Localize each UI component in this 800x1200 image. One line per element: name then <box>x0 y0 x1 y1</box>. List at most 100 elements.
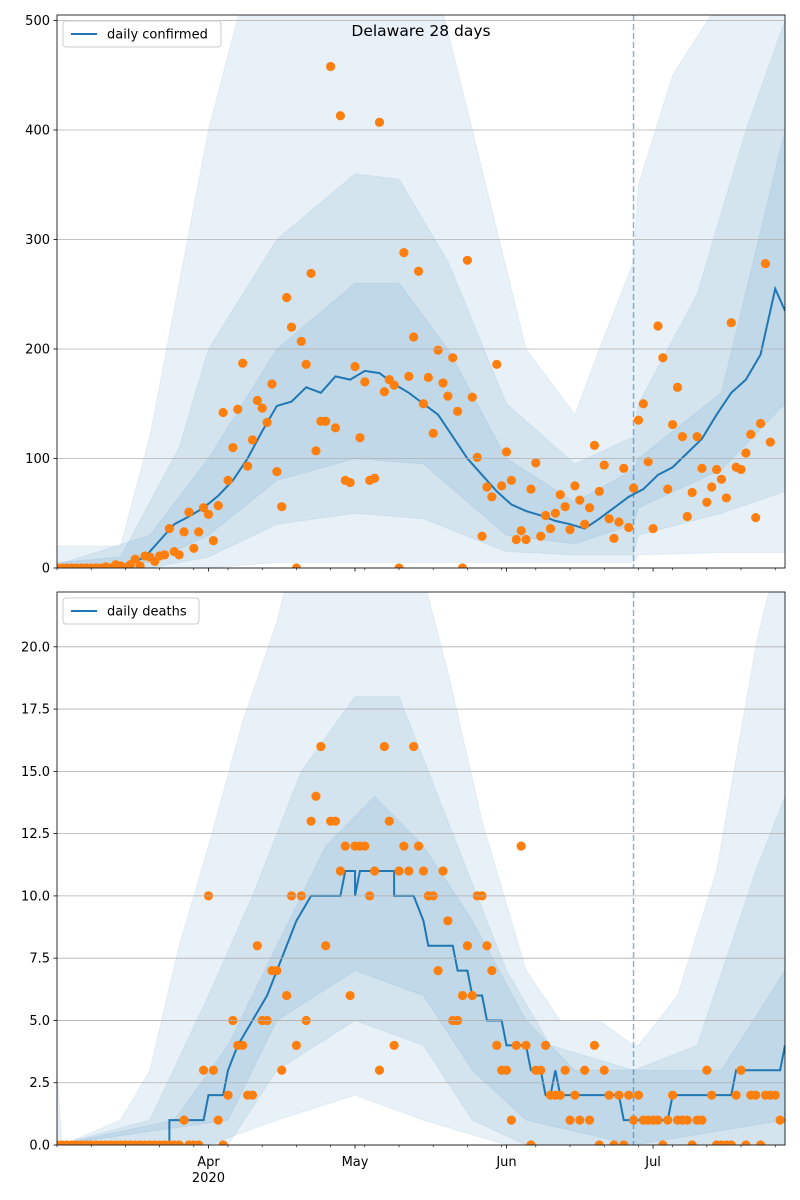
data-point <box>628 1115 639 1125</box>
data-point <box>360 841 370 851</box>
data-point <box>194 1140 204 1145</box>
data-point <box>462 255 473 265</box>
data-point <box>413 266 424 276</box>
data-point <box>159 550 170 560</box>
data-point <box>448 353 458 363</box>
data-point <box>247 1090 258 1100</box>
data-point <box>238 358 248 368</box>
data-point <box>296 336 306 346</box>
data-point <box>624 1090 634 1100</box>
data-point <box>614 1090 624 1100</box>
y-tick-label: 200 <box>25 342 50 357</box>
x-tick-year-label: 2020 <box>192 1171 225 1186</box>
data-point <box>340 841 350 851</box>
data-point <box>526 1140 536 1145</box>
data-point <box>316 741 326 752</box>
data-point <box>628 483 639 493</box>
y-tick-label: 15.0 <box>21 765 50 780</box>
chart-title: Delaware 28 days <box>351 22 490 40</box>
data-point <box>477 531 487 541</box>
data-point <box>560 1065 570 1075</box>
data-point <box>399 248 409 258</box>
data-point <box>443 916 453 926</box>
data-point <box>242 461 253 471</box>
data-point <box>198 503 209 513</box>
data-point <box>252 395 262 406</box>
data-point <box>291 1040 302 1050</box>
data-point <box>677 431 687 442</box>
data-point <box>765 437 775 447</box>
data-point <box>775 1115 785 1125</box>
data-point <box>413 841 424 851</box>
data-point <box>423 372 433 383</box>
data-point <box>550 508 560 518</box>
confirmed-chart-panel: 0 100 200 300 400 500 Delaware 28 days daily co… <box>25 14 786 577</box>
data-point <box>570 481 580 491</box>
data-point <box>257 403 267 413</box>
data-point <box>672 382 683 392</box>
data-point <box>487 966 497 976</box>
legend: daily deaths <box>62 597 200 625</box>
data-point <box>335 111 345 121</box>
data-point <box>726 1140 736 1145</box>
data-point <box>252 941 262 951</box>
data-point <box>755 1140 766 1145</box>
data-point <box>433 966 443 976</box>
data-point <box>770 1090 780 1100</box>
data-point <box>511 534 521 545</box>
data-point <box>555 490 565 500</box>
data-point <box>619 463 629 473</box>
data-point <box>189 543 199 553</box>
data-point <box>624 522 634 533</box>
data-point <box>330 816 341 826</box>
data-point <box>668 419 678 430</box>
data-point <box>755 418 766 429</box>
data-point <box>418 399 429 409</box>
data-point <box>379 741 389 752</box>
data-point <box>350 361 360 372</box>
data-point <box>272 966 282 976</box>
data-point <box>223 475 233 485</box>
data-point <box>619 1140 629 1145</box>
data-point <box>218 1140 228 1145</box>
data-point <box>409 741 419 752</box>
legend-label: daily confirmed <box>107 28 208 43</box>
data-point <box>716 474 727 484</box>
data-point <box>702 497 712 507</box>
y-tick-label: 100 <box>25 452 50 467</box>
data-point <box>536 531 546 541</box>
plot-area <box>57 15 785 568</box>
data-point <box>536 1065 546 1075</box>
data-point <box>277 1065 287 1075</box>
data-point <box>404 371 414 381</box>
data-point <box>692 431 702 442</box>
data-point <box>174 1140 184 1145</box>
data-point <box>467 990 477 1001</box>
data-point <box>208 536 218 546</box>
data-point <box>213 1115 223 1125</box>
data-point <box>277 502 287 512</box>
data-point <box>179 1115 189 1125</box>
data-point <box>540 1040 551 1050</box>
plot-area <box>57 592 785 1145</box>
data-point <box>663 484 673 494</box>
data-point <box>198 1065 209 1075</box>
data-point <box>399 841 409 851</box>
data-point <box>374 1065 385 1075</box>
data-point <box>521 1040 531 1050</box>
data-point <box>238 1040 248 1050</box>
data-point <box>746 429 756 440</box>
data-point <box>487 492 497 502</box>
data-point <box>326 61 336 72</box>
axes-frame <box>56 14 786 569</box>
data-point <box>194 527 204 537</box>
data-point <box>663 1115 673 1125</box>
data-point <box>482 482 492 492</box>
data-point <box>580 1065 590 1075</box>
data-point <box>228 442 238 453</box>
data-point <box>404 866 414 876</box>
data-point <box>501 1065 512 1075</box>
data-point <box>560 502 570 512</box>
data-point <box>516 841 526 851</box>
